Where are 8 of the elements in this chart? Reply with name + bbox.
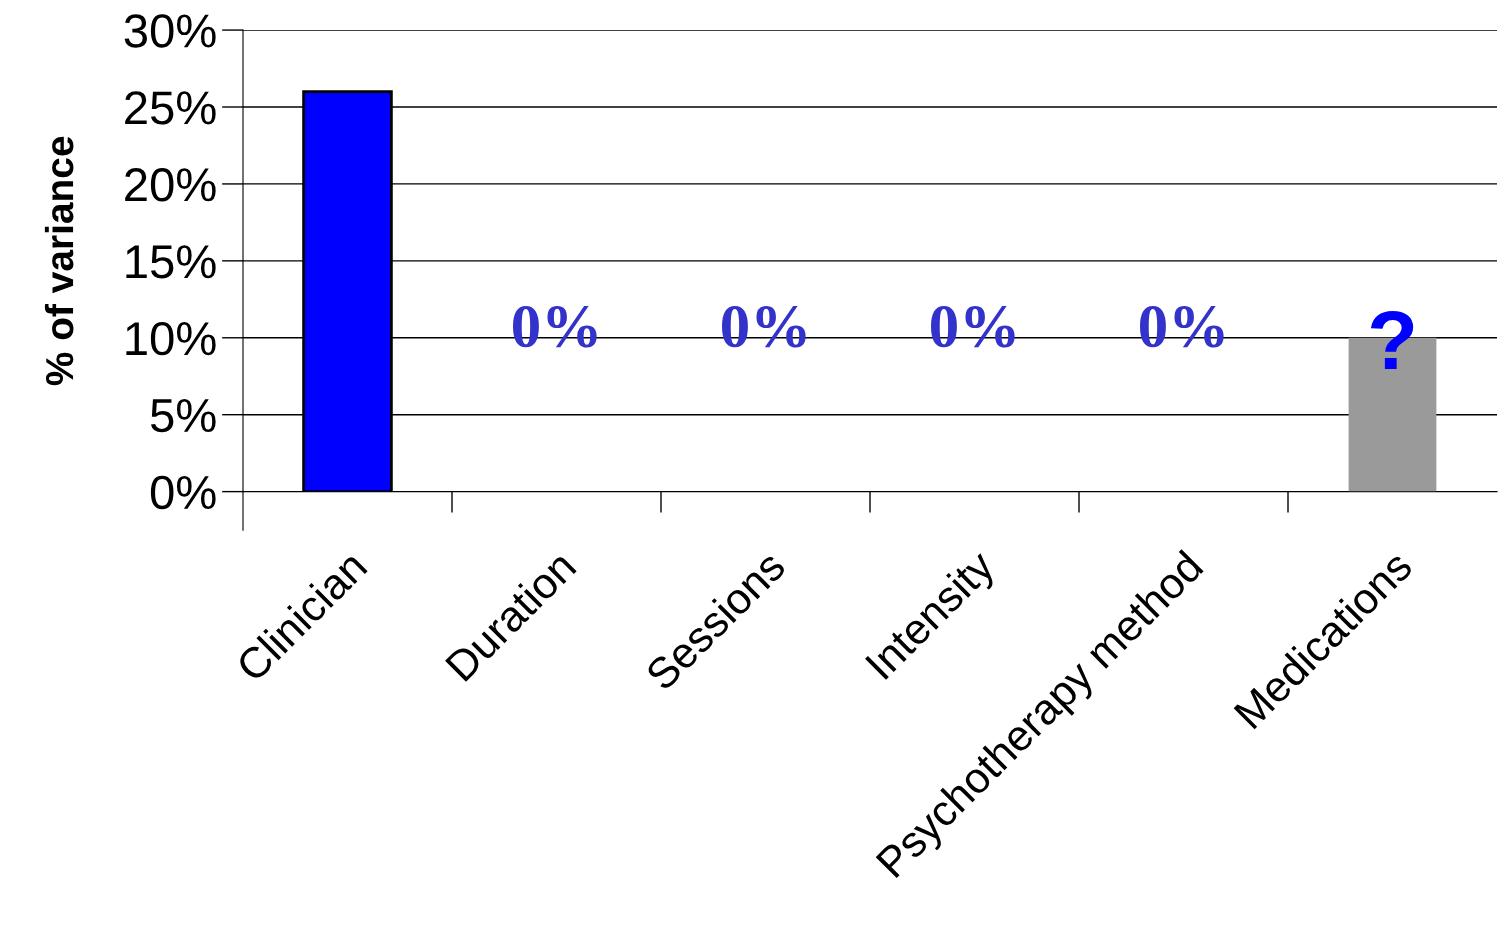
y-tick-label: 20% bbox=[125, 168, 216, 202]
y-axis-title: % of variance bbox=[44, 136, 74, 386]
y-tick-label: 15% bbox=[126, 245, 216, 279]
y-tick-label: 5% bbox=[150, 399, 216, 433]
y-tick-label: 10% bbox=[126, 321, 216, 356]
y-tick-label: 25% bbox=[125, 91, 216, 125]
y-tick-label: 30% bbox=[124, 14, 216, 48]
y-tick-label: 0% bbox=[150, 475, 216, 510]
